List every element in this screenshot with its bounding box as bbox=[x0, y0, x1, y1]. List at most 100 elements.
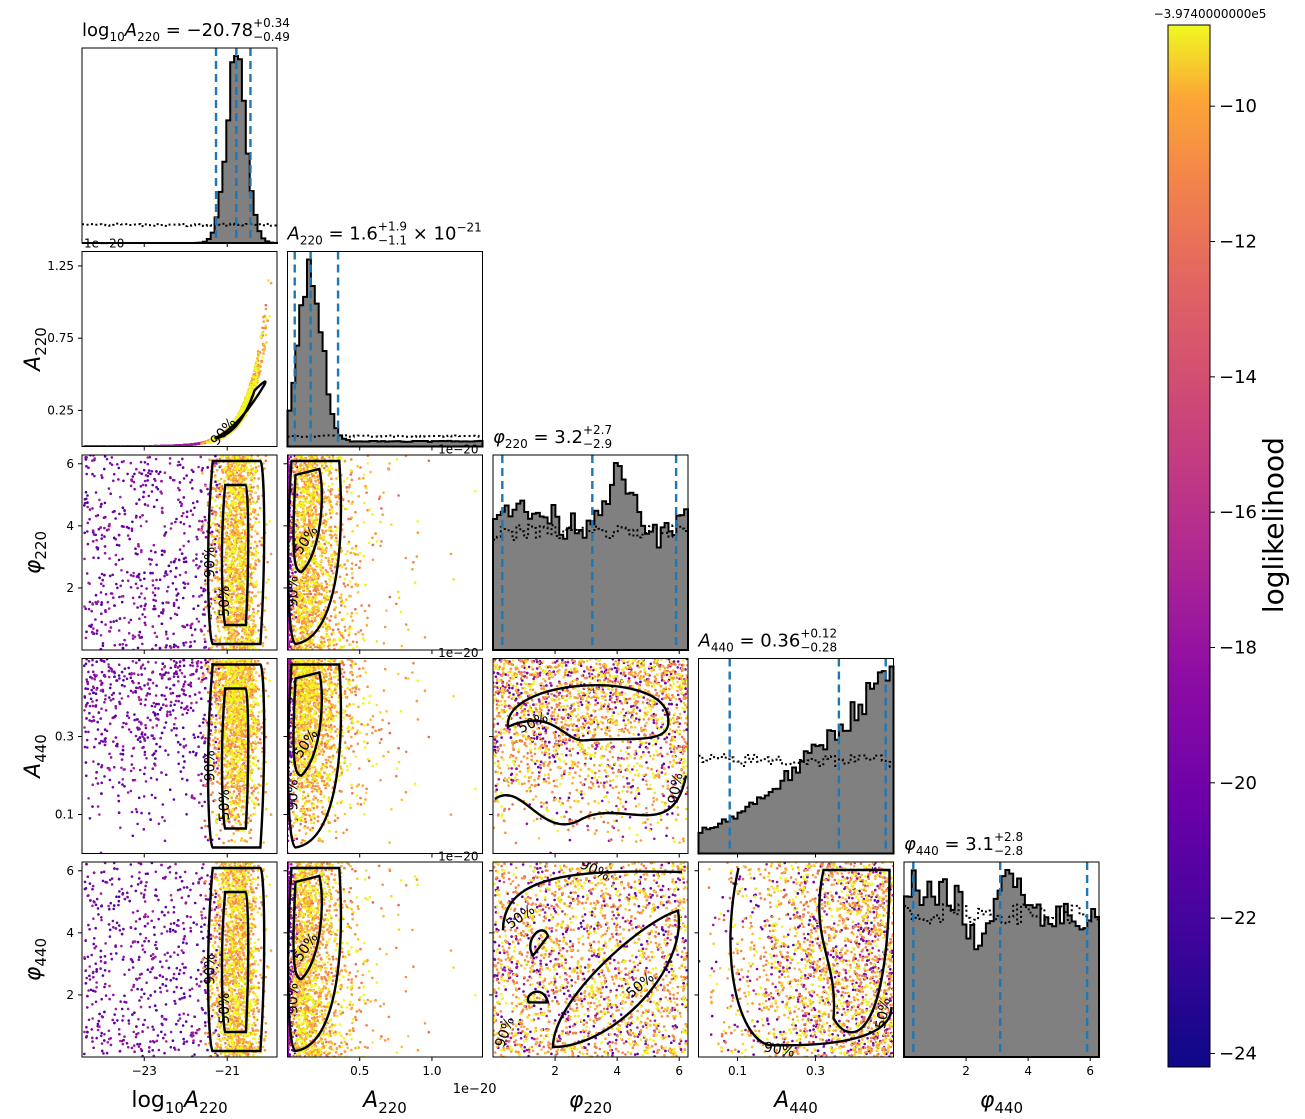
sample-point bbox=[108, 574, 112, 578]
sample-point bbox=[236, 578, 240, 582]
sample-point bbox=[233, 540, 236, 544]
sample-point bbox=[236, 529, 240, 532]
sample-point bbox=[251, 510, 255, 513]
sample-point bbox=[241, 528, 245, 532]
sample-point bbox=[265, 523, 268, 526]
sample-point bbox=[204, 645, 208, 649]
sample-point bbox=[251, 638, 254, 642]
sample-point bbox=[95, 538, 98, 542]
sample-point bbox=[132, 480, 136, 484]
sample-point bbox=[113, 644, 116, 647]
sample-point bbox=[177, 558, 181, 562]
sample-point bbox=[133, 472, 136, 476]
sample-point bbox=[264, 455, 268, 458]
sample-point bbox=[201, 466, 204, 470]
sample-point bbox=[224, 563, 228, 566]
sample-point bbox=[230, 490, 233, 494]
sample-point bbox=[263, 346, 267, 349]
sample-point bbox=[181, 466, 185, 469]
sample-point bbox=[143, 479, 147, 483]
sample-point bbox=[177, 606, 180, 609]
sample-point bbox=[92, 556, 95, 559]
sample-point bbox=[226, 523, 230, 526]
sample-point bbox=[154, 587, 157, 590]
sample-point bbox=[182, 511, 185, 515]
sample-point bbox=[138, 636, 142, 639]
sample-point bbox=[246, 471, 250, 475]
sample-point bbox=[140, 550, 143, 554]
sample-point bbox=[155, 485, 158, 489]
sample-point bbox=[217, 461, 220, 465]
sample-point bbox=[149, 549, 153, 553]
sample-point bbox=[189, 481, 192, 484]
sample-point bbox=[131, 637, 135, 640]
sample-point bbox=[232, 633, 236, 636]
sample-point bbox=[112, 620, 115, 623]
sample-point bbox=[241, 403, 245, 407]
sample-point bbox=[230, 578, 234, 582]
sample-point bbox=[238, 532, 241, 536]
sample-point bbox=[261, 644, 265, 648]
sample-point bbox=[183, 586, 186, 590]
sample-point bbox=[160, 622, 164, 626]
sample-point bbox=[227, 595, 231, 599]
sample-point bbox=[215, 468, 219, 472]
sample-point bbox=[108, 522, 111, 526]
sample-point bbox=[262, 343, 265, 346]
sample-point bbox=[100, 603, 103, 606]
sample-point bbox=[100, 474, 103, 477]
sample-point bbox=[113, 604, 116, 607]
sample-point bbox=[231, 576, 235, 580]
sample-point bbox=[254, 559, 257, 562]
sample-point bbox=[223, 569, 227, 573]
sample-point bbox=[241, 629, 244, 633]
sample-point bbox=[242, 570, 246, 574]
sample-point bbox=[172, 645, 176, 649]
sample-point bbox=[224, 466, 227, 469]
sample-point bbox=[256, 350, 260, 353]
sample-point bbox=[129, 574, 133, 577]
sample-point bbox=[129, 618, 133, 622]
sample-point bbox=[195, 557, 198, 560]
sample-point bbox=[154, 644, 158, 647]
sample-point bbox=[137, 542, 140, 546]
sample-point bbox=[132, 574, 135, 578]
sample-point bbox=[174, 557, 177, 561]
sample-point bbox=[185, 510, 189, 514]
sample-point bbox=[220, 455, 223, 459]
sample-point bbox=[242, 488, 246, 492]
sample-point bbox=[242, 522, 246, 526]
sample-point bbox=[188, 525, 192, 528]
sample-point bbox=[241, 518, 245, 522]
sample-point bbox=[263, 467, 266, 470]
sample-point bbox=[94, 593, 98, 597]
sample-point bbox=[190, 443, 193, 446]
sample-point bbox=[224, 539, 228, 542]
sample-point bbox=[100, 476, 104, 479]
sample-point bbox=[213, 510, 217, 513]
sample-point bbox=[234, 617, 237, 621]
sample-point bbox=[153, 631, 157, 635]
sample-point bbox=[107, 607, 111, 610]
sample-point bbox=[146, 462, 150, 466]
sample-point bbox=[228, 637, 231, 641]
sample-point bbox=[252, 524, 255, 527]
sample-point bbox=[139, 524, 143, 528]
sample-point bbox=[210, 579, 214, 582]
sample-point bbox=[115, 619, 118, 622]
sample-point bbox=[119, 584, 122, 588]
sample-point bbox=[175, 598, 178, 602]
sample-point bbox=[214, 527, 218, 530]
sample-point bbox=[208, 439, 212, 443]
sample-point bbox=[141, 514, 144, 517]
sample-point bbox=[210, 535, 214, 538]
sample-point bbox=[165, 644, 168, 647]
sample-point bbox=[211, 522, 215, 525]
sample-point bbox=[109, 626, 113, 629]
sample-point bbox=[121, 557, 124, 561]
sample-point bbox=[228, 544, 232, 548]
sample-point bbox=[227, 497, 230, 500]
sample-point bbox=[244, 629, 247, 632]
sample-point bbox=[239, 492, 242, 495]
sample-point bbox=[202, 608, 206, 611]
